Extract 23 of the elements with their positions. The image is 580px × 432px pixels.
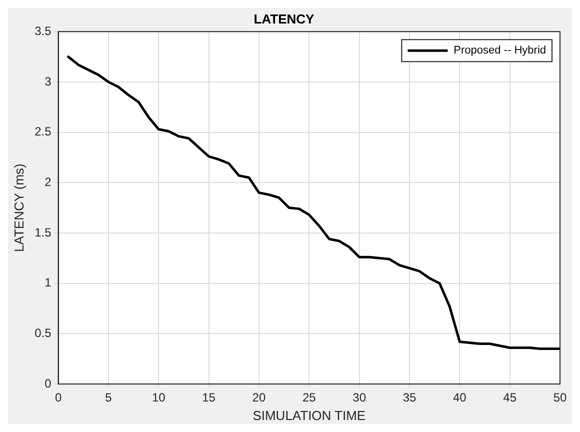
x-tick-label: 15 [202,390,216,405]
y-tick-label: 3.5 [34,24,52,38]
x-tick-label: 5 [105,390,112,405]
y-tick-label: 2.5 [34,124,52,139]
chart-title: LATENCY [254,11,315,26]
x-tick-label: 45 [503,390,517,405]
x-tick-label: 0 [54,390,62,405]
y-tick-label: 0 [44,376,52,390]
x-tick-label: 30 [352,390,366,405]
x-tick-label: 40 [452,390,467,405]
y-tick-label: 3 [44,74,52,88]
x-tick-label: 20 [252,390,266,405]
x-axis-title: SIMULATION TIME [252,408,366,423]
x-tick-label: 35 [402,390,416,405]
legend-label: Proposed -- Hybrid [454,44,546,57]
x-tick-label: 50 [553,390,567,405]
y-tick-label: 1 [44,276,52,290]
x-tick-label: 25 [302,390,316,405]
y-tick-label: 0.5 [34,326,52,340]
y-tick-label: 2 [44,174,52,189]
y-tick-label: 1.5 [34,225,52,240]
x-tick-label: 10 [152,390,166,405]
y-axis-title: LATENCY (ms) [11,164,26,252]
